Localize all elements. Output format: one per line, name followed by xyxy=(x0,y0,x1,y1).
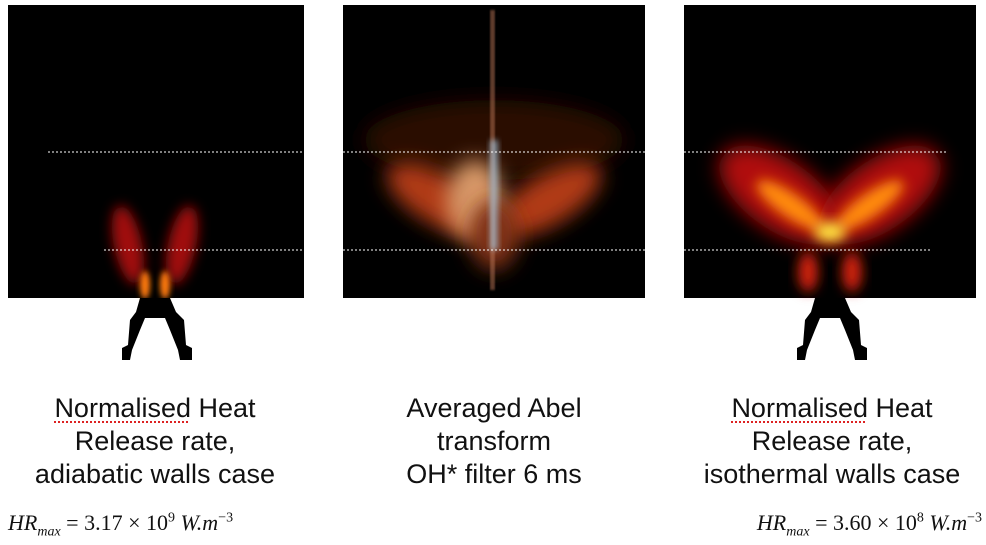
caption-line: Release rate, xyxy=(751,426,913,456)
simulation-image-adiabatic xyxy=(8,5,304,360)
figure-images xyxy=(8,5,976,360)
experimental-image-abel xyxy=(343,5,645,298)
formula-unit-exponent: −3 xyxy=(967,510,982,526)
simulation-image-isothermal xyxy=(684,5,976,360)
caption-line: transform xyxy=(436,426,552,456)
caption-word: Heat xyxy=(198,393,256,423)
caption-word: Normalised xyxy=(731,393,868,423)
caption-line: Release rate, xyxy=(74,426,236,456)
caption-line: isothermal walls case xyxy=(703,459,961,489)
formula-unit: W.m xyxy=(929,510,968,535)
formula-subscript: max xyxy=(37,524,61,540)
formula: HRmax = 3.60 × 108 W.m−3 xyxy=(757,510,982,540)
formula-unit-exponent: −3 xyxy=(218,510,234,526)
caption-line: Averaged Abel xyxy=(406,393,582,423)
formula: HRmax = 3.17 × 109 W.m−3 xyxy=(8,510,233,540)
caption-word: Normalised xyxy=(54,393,191,423)
caption: Averaged Abel transform OH* filter 6 ms xyxy=(324,392,664,491)
caption-line: OH* filter 6 ms xyxy=(406,459,582,489)
formula-exponent: 9 xyxy=(167,510,175,526)
formula-subscript: max xyxy=(786,524,810,540)
formula-symbol: HR xyxy=(8,510,38,535)
caption: Normalised Heat Release rate, adiabatic … xyxy=(0,392,325,491)
formula-value: = 3.60 × 10 xyxy=(815,510,917,535)
caption-line: Normalised Heat xyxy=(0,392,325,425)
formula-unit: W.m xyxy=(180,510,219,535)
formula-exponent: 8 xyxy=(916,510,924,526)
formula-symbol: HR xyxy=(756,510,787,535)
caption-line: Normalised Heat xyxy=(662,392,986,425)
caption: Normalised Heat Release rate, isothermal… xyxy=(662,392,986,491)
caption-word: Heat xyxy=(875,393,933,423)
formula-value: = 3.17 × 10 xyxy=(66,510,168,535)
caption-line: adiabatic walls case xyxy=(34,459,276,489)
